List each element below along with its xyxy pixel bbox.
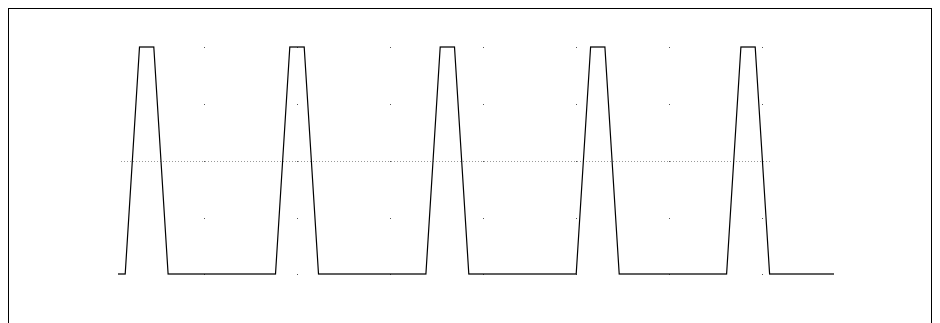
grid-dot bbox=[576, 161, 577, 162]
grid-dot bbox=[669, 104, 670, 105]
grid-dot bbox=[297, 161, 298, 162]
grid-dot bbox=[762, 274, 763, 275]
grid-dot bbox=[204, 218, 205, 219]
grid-dot bbox=[390, 218, 391, 219]
series-line bbox=[118, 47, 834, 274]
grid-dot bbox=[390, 104, 391, 105]
grid-dot bbox=[297, 218, 298, 219]
grid-dot bbox=[483, 218, 484, 219]
grid-dot bbox=[762, 104, 763, 105]
plot-border bbox=[9, 9, 932, 323]
grid-dot bbox=[576, 218, 577, 219]
grid-dot bbox=[297, 274, 298, 275]
grid-dot bbox=[762, 218, 763, 219]
grid-dot bbox=[204, 47, 205, 48]
grid-dot bbox=[669, 47, 670, 48]
grid-dot bbox=[483, 104, 484, 105]
grid-dot bbox=[297, 104, 298, 105]
grid-dot bbox=[669, 161, 670, 162]
grid-dot bbox=[204, 161, 205, 162]
grid-dot bbox=[390, 47, 391, 48]
grid-dot bbox=[669, 218, 670, 219]
grid-dot bbox=[762, 47, 763, 48]
grid-dot bbox=[204, 104, 205, 105]
grid-dot bbox=[483, 47, 484, 48]
grid-dot bbox=[576, 47, 577, 48]
grid-dot bbox=[483, 161, 484, 162]
grid-dot bbox=[390, 161, 391, 162]
grid-dot bbox=[576, 104, 577, 105]
